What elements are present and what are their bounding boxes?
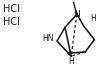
Text: HN: HN: [42, 34, 53, 43]
Text: H: H: [90, 14, 95, 23]
Text: H: H: [68, 57, 73, 66]
Text: HCl: HCl: [3, 4, 20, 14]
Text: N: N: [73, 10, 80, 19]
Text: HCl: HCl: [3, 17, 20, 27]
